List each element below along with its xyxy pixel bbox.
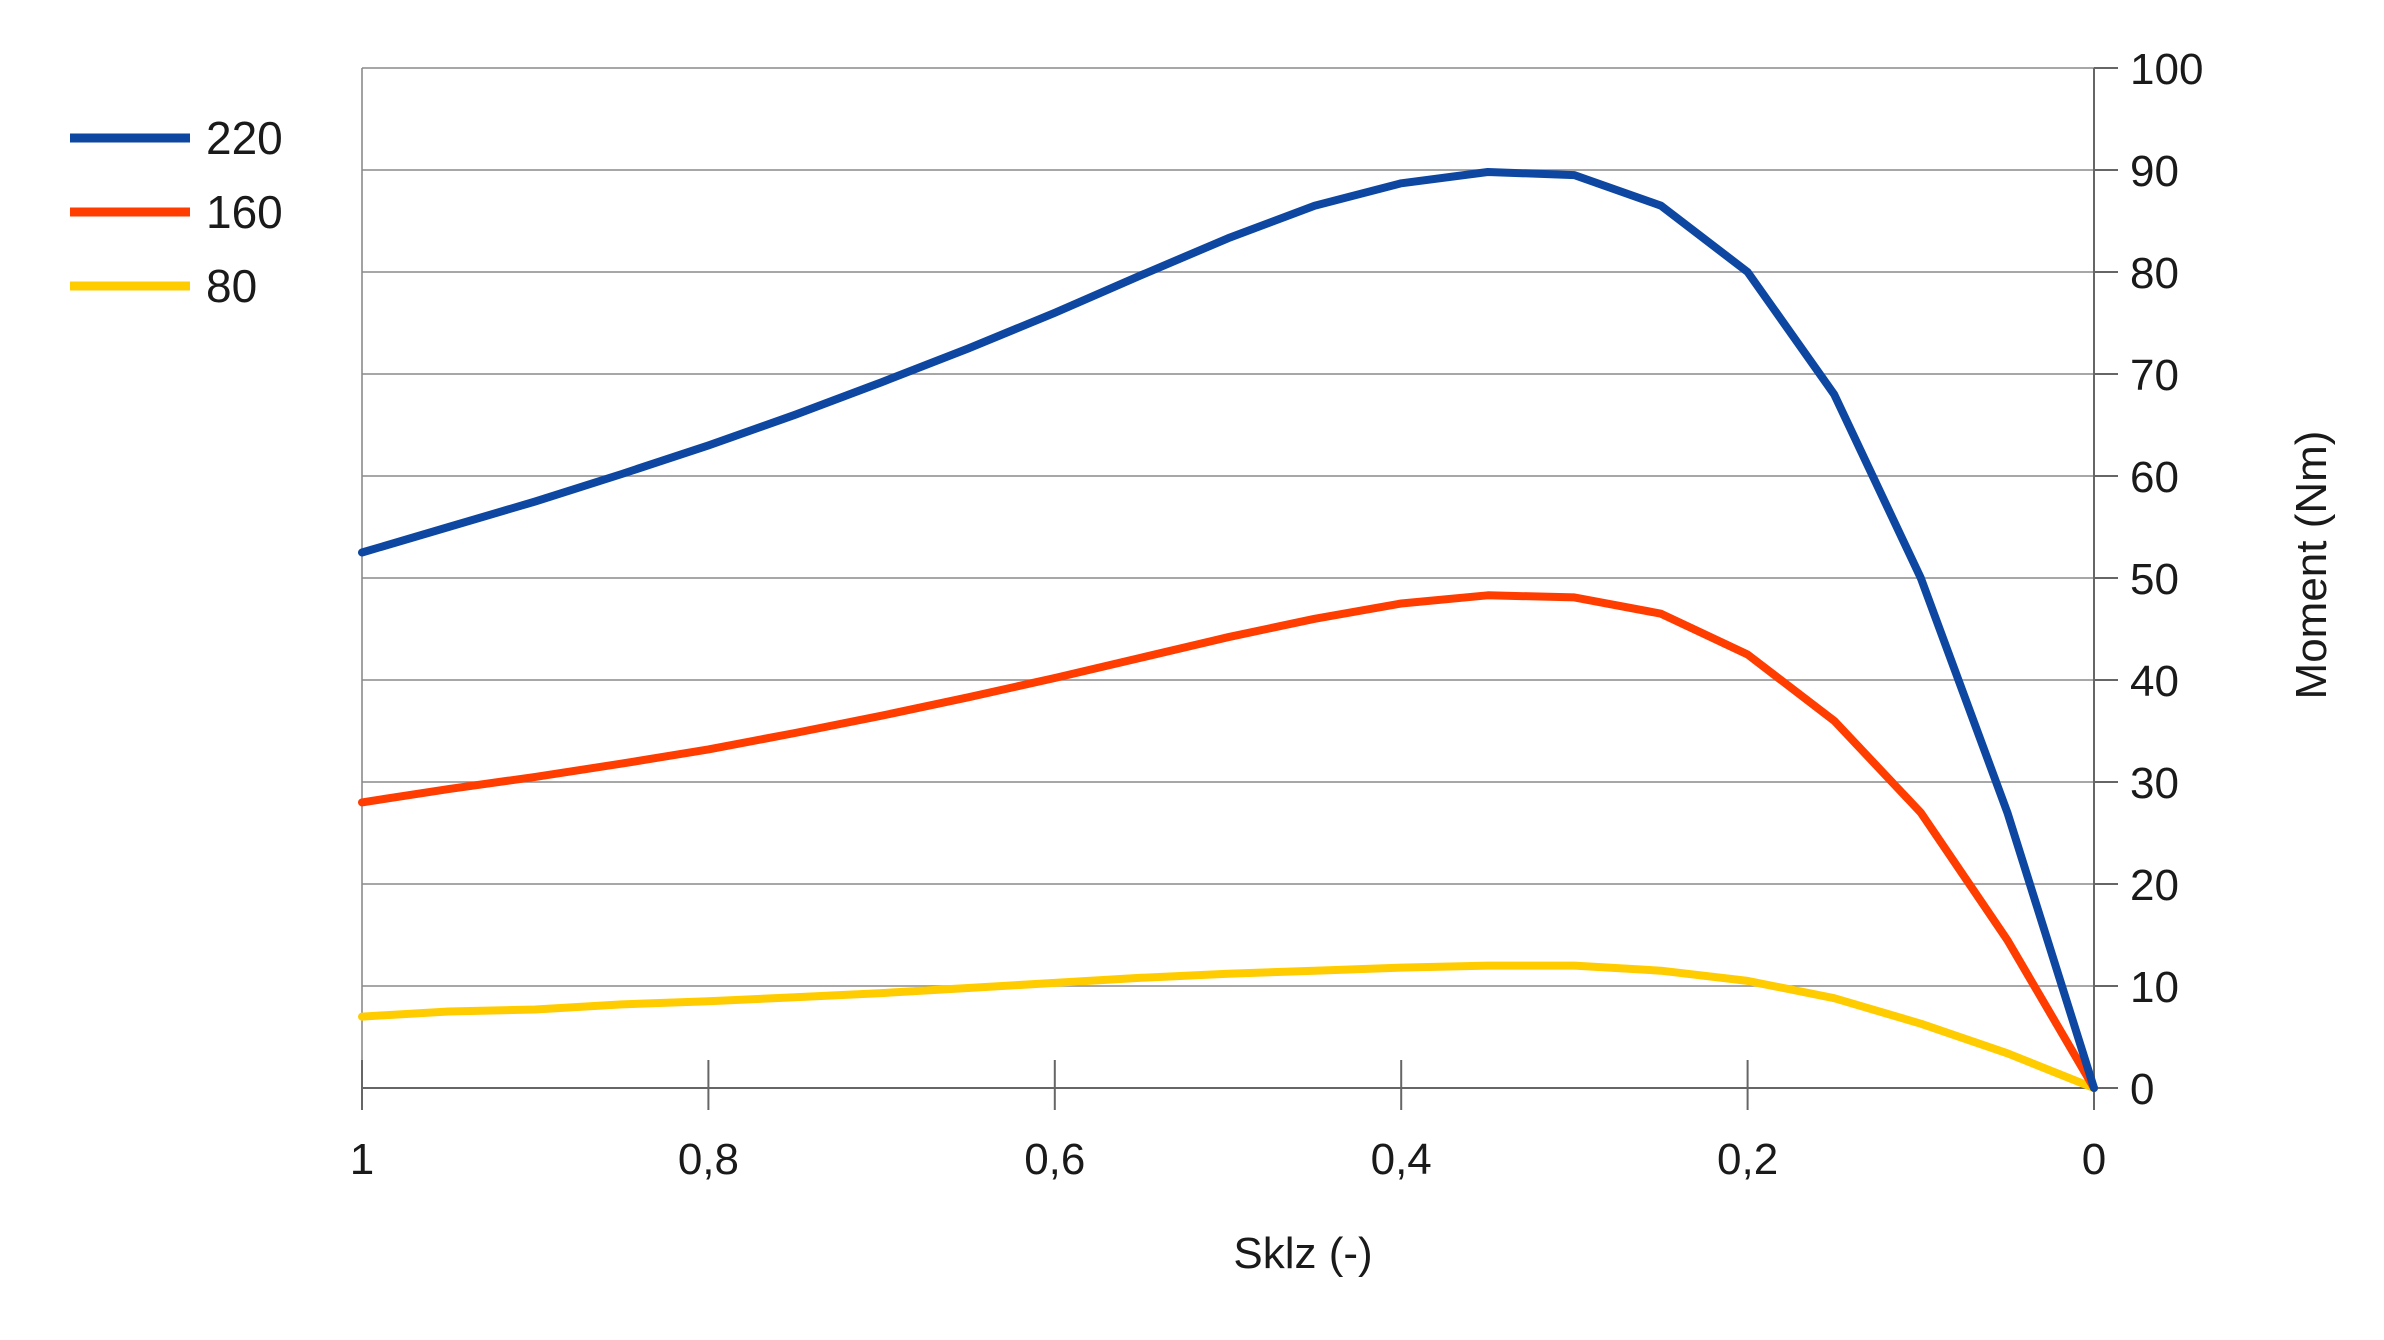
y-tick-label: 30	[2130, 759, 2179, 808]
gridlines	[362, 67, 2094, 1089]
x-tick-label: 0,2	[1717, 1135, 1778, 1184]
y-tick-label: 60	[2130, 453, 2179, 502]
x-tick-marks	[361, 1060, 2095, 1110]
y-tick-label: 90	[2130, 147, 2179, 196]
x-tick-labels: 1 0,8 0,6 0,4 0,2 0	[350, 1135, 2106, 1184]
x-tick-label: 0	[2082, 1135, 2106, 1184]
x-tick-label: 1	[350, 1135, 374, 1184]
series-line-160	[358, 591, 2098, 1092]
y-tick-label: 0	[2130, 1065, 2154, 1114]
legend-label-220: 220	[206, 112, 283, 164]
y-tick-label: 20	[2130, 861, 2179, 910]
y-tick-label: 80	[2130, 249, 2179, 298]
y-tick-label: 70	[2130, 351, 2179, 400]
y-tick-marks	[2094, 67, 2118, 1089]
legend: 220 160 80	[70, 112, 283, 312]
series-lines	[358, 168, 2098, 1092]
y-tick-labels: 0 10 20 30 40 50 60 70 80 90 100	[2130, 45, 2203, 1114]
legend-label-160: 160	[206, 186, 283, 238]
series-line-220	[358, 168, 2098, 1092]
x-axis-title: Sklz (-)	[1233, 1229, 1372, 1278]
x-tick-label: 0,8	[678, 1135, 739, 1184]
y-axis-title: Moment (Nm)	[2287, 431, 2336, 700]
x-tick-label: 0,6	[1024, 1135, 1085, 1184]
series-line-80	[358, 961, 2098, 1092]
y-tick-label: 50	[2130, 555, 2179, 604]
y-tick-label: 40	[2130, 657, 2179, 706]
legend-label-80: 80	[206, 260, 257, 312]
y-tick-label: 100	[2130, 45, 2203, 94]
x-tick-label: 0,4	[1371, 1135, 1432, 1184]
y-tick-label: 10	[2130, 963, 2179, 1012]
